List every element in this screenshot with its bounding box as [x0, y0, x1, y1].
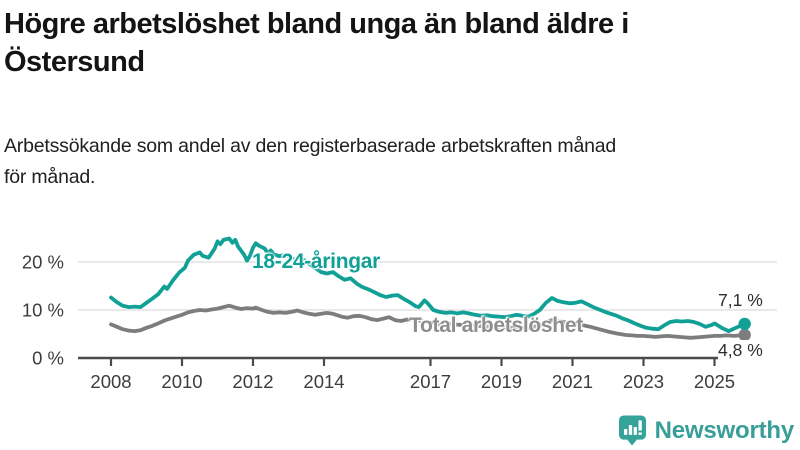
x-tick-label: 2008: [90, 371, 131, 392]
x-tick-label: 2017: [410, 371, 451, 392]
series-label-total: Total arbetslöshet: [409, 314, 583, 337]
series-label-young: 18-24-åringar: [252, 250, 380, 273]
newsworthy-icon: [618, 415, 646, 446]
y-tick-label: 10 %: [22, 300, 64, 321]
x-tick-label: 2021: [552, 371, 593, 392]
subtitle: Arbetssökande som andel av den registerb…: [4, 131, 794, 193]
x-tick-label: 2014: [303, 371, 344, 392]
series-line-total: [109, 303, 747, 340]
x-tick-label: 2025: [694, 371, 735, 392]
x-tick-label: 2012: [232, 371, 273, 392]
page-title-line2: Östersund: [4, 46, 145, 78]
y-tick-label: 20 %: [22, 252, 64, 273]
end-dot-young: [738, 317, 751, 331]
x-tick-label: 2019: [481, 371, 522, 392]
newsworthy-logo: Newsworthy: [618, 415, 794, 446]
end-value-label-young: 7,1 %: [718, 290, 763, 310]
end-dot-total: [738, 328, 751, 342]
x-tick-label: 2023: [623, 371, 664, 392]
newsworthy-wordmark: Newsworthy: [654, 416, 795, 444]
subtitle-line1: Arbetssökande som andel av den registerb…: [4, 135, 617, 157]
page-title-line1: Högre arbetslöshet bland unga än bland ä…: [4, 8, 629, 40]
subtitle-line2: för månad.: [4, 166, 96, 188]
page-title: Högre arbetslöshet bland unga än bland ä…: [4, 5, 794, 81]
y-tick-label: 0 %: [32, 348, 64, 369]
end-value-label-total: 4,8 %: [718, 340, 778, 361]
series-line-young: [109, 236, 747, 334]
x-tick-label: 2010: [161, 371, 202, 392]
